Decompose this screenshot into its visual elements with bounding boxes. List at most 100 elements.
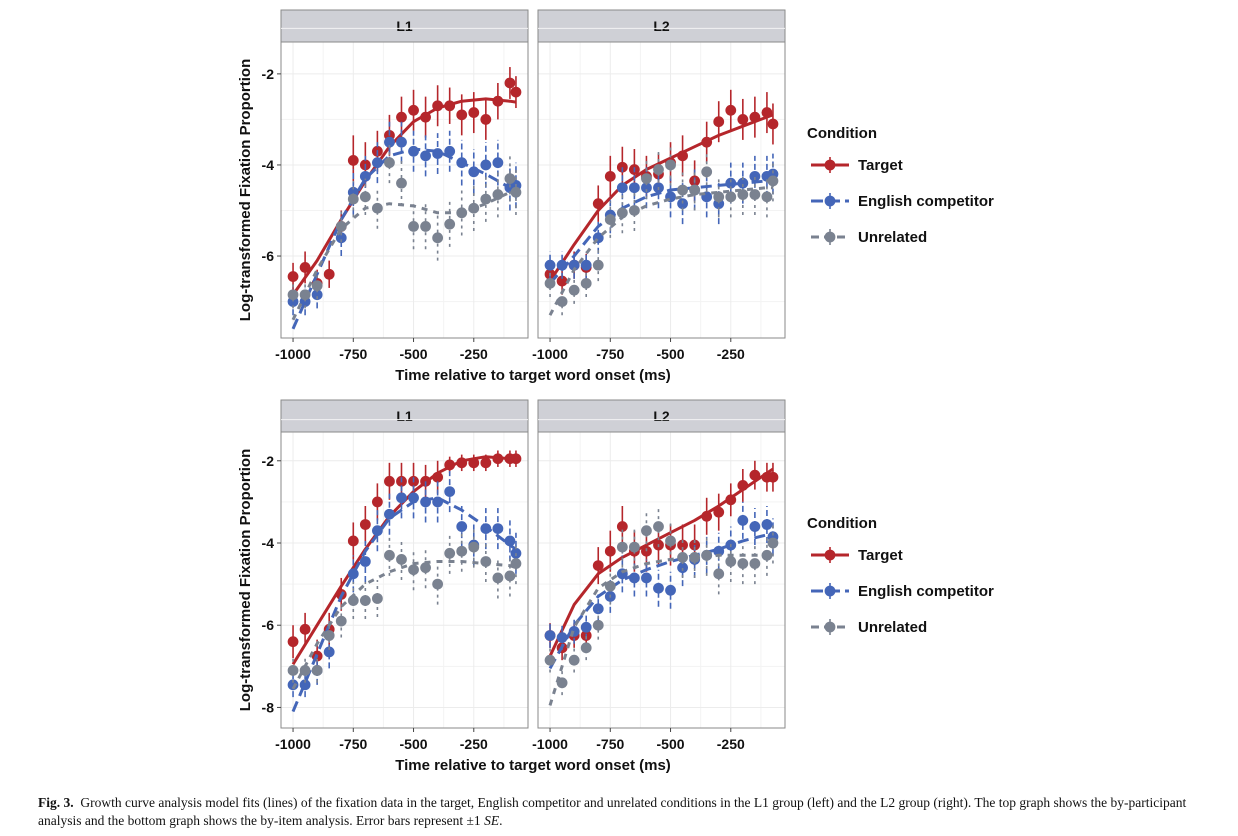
plot-background <box>281 432 528 728</box>
panel-strip <box>280 399 529 433</box>
y-tick-label: -6 <box>262 248 275 264</box>
data-point <box>396 177 407 189</box>
data-point <box>556 632 568 643</box>
data-point <box>568 284 580 296</box>
data-point <box>299 665 311 676</box>
fit-line <box>291 147 517 330</box>
data-point <box>311 280 323 292</box>
data-point <box>568 654 580 666</box>
data-point <box>510 186 522 198</box>
data-point <box>604 580 616 592</box>
caption-tail: . <box>499 813 503 828</box>
data-point <box>444 547 456 559</box>
legend-label: English competitor <box>858 583 994 600</box>
plot-background <box>281 42 528 338</box>
data-point <box>713 568 725 580</box>
data-point <box>544 277 556 289</box>
y-axis-title: Log-transformed Fixation Proportion <box>237 59 254 322</box>
panel-border <box>537 431 786 729</box>
data-point <box>335 615 347 627</box>
legend-title: Condition <box>807 515 877 532</box>
data-point <box>504 570 516 582</box>
data-point <box>335 221 347 232</box>
legend-key-point <box>824 585 836 597</box>
x-tick-label: -1000 <box>532 346 568 362</box>
legend-key-point <box>824 621 836 633</box>
data-point <box>384 475 395 487</box>
data-point <box>665 535 676 547</box>
data-point <box>504 535 516 547</box>
data-point <box>544 630 556 641</box>
legend-label: Unrelated <box>858 619 927 636</box>
data-point <box>641 525 652 537</box>
panel-strip-label: L2 <box>653 18 670 34</box>
y-tick-label: -6 <box>262 617 275 633</box>
data-point <box>384 136 395 148</box>
series-english-competitor <box>287 471 522 713</box>
x-tick-label: -750 <box>596 346 624 362</box>
data-point <box>287 679 299 691</box>
data-point <box>616 521 628 532</box>
data-point <box>628 541 640 553</box>
x-tick-label: -500 <box>400 346 428 362</box>
data-point <box>689 184 701 196</box>
data-point <box>604 170 616 182</box>
data-point <box>628 182 640 194</box>
data-point <box>701 166 713 178</box>
data-point <box>580 642 592 654</box>
data-point <box>767 537 779 549</box>
data-point <box>556 275 568 287</box>
data-point <box>396 554 407 565</box>
data-point <box>544 654 556 666</box>
data-point <box>737 558 749 569</box>
data-point <box>456 109 468 121</box>
panel-border <box>537 41 786 339</box>
legend-key-point <box>824 231 836 243</box>
data-point <box>641 173 652 185</box>
x-tick-label: -250 <box>460 736 488 752</box>
data-point <box>287 271 299 282</box>
data-point <box>347 535 359 547</box>
data-point <box>371 525 383 537</box>
data-point <box>556 296 568 307</box>
data-point <box>504 77 516 89</box>
fit-line <box>291 188 517 321</box>
fit-line <box>291 455 517 666</box>
panel-strip-label: L2 <box>653 408 670 424</box>
data-point <box>492 572 504 584</box>
data-point <box>592 259 604 271</box>
data-point <box>396 136 407 148</box>
data-point <box>641 182 652 194</box>
data-point <box>761 519 773 530</box>
data-point <box>677 562 688 574</box>
data-point <box>468 107 480 118</box>
y-tick-label: -2 <box>262 453 275 469</box>
data-point <box>749 558 761 569</box>
data-point <box>592 560 604 572</box>
data-point <box>492 523 504 535</box>
legend: Condition Target English competitor Unrelat… <box>807 515 994 636</box>
data-point <box>347 568 359 580</box>
data-point <box>510 86 522 98</box>
data-point <box>287 665 299 676</box>
data-point <box>420 562 431 574</box>
data-point <box>480 159 492 171</box>
data-point <box>408 104 419 116</box>
chart-2: L1 -1000 -750 -500 -250 -2 -4 -6 -8 L2 -1000 -750 -5… <box>237 399 994 774</box>
data-point <box>568 259 580 271</box>
data-point <box>384 508 395 520</box>
data-point <box>299 262 311 273</box>
data-point <box>653 164 664 175</box>
fit-line <box>291 97 517 296</box>
caption-se: SE <box>484 813 500 828</box>
data-point <box>444 145 456 157</box>
data-point <box>725 556 737 567</box>
x-tick-label: -1000 <box>275 346 311 362</box>
data-point <box>444 218 456 230</box>
panel-L2: L2 -1000 -750 -500 -250 <box>532 399 786 752</box>
data-point <box>384 157 395 169</box>
plot-background <box>538 432 785 728</box>
series-unrelated <box>287 526 522 690</box>
y-tick-label: -4 <box>262 157 275 173</box>
data-point <box>580 277 592 289</box>
